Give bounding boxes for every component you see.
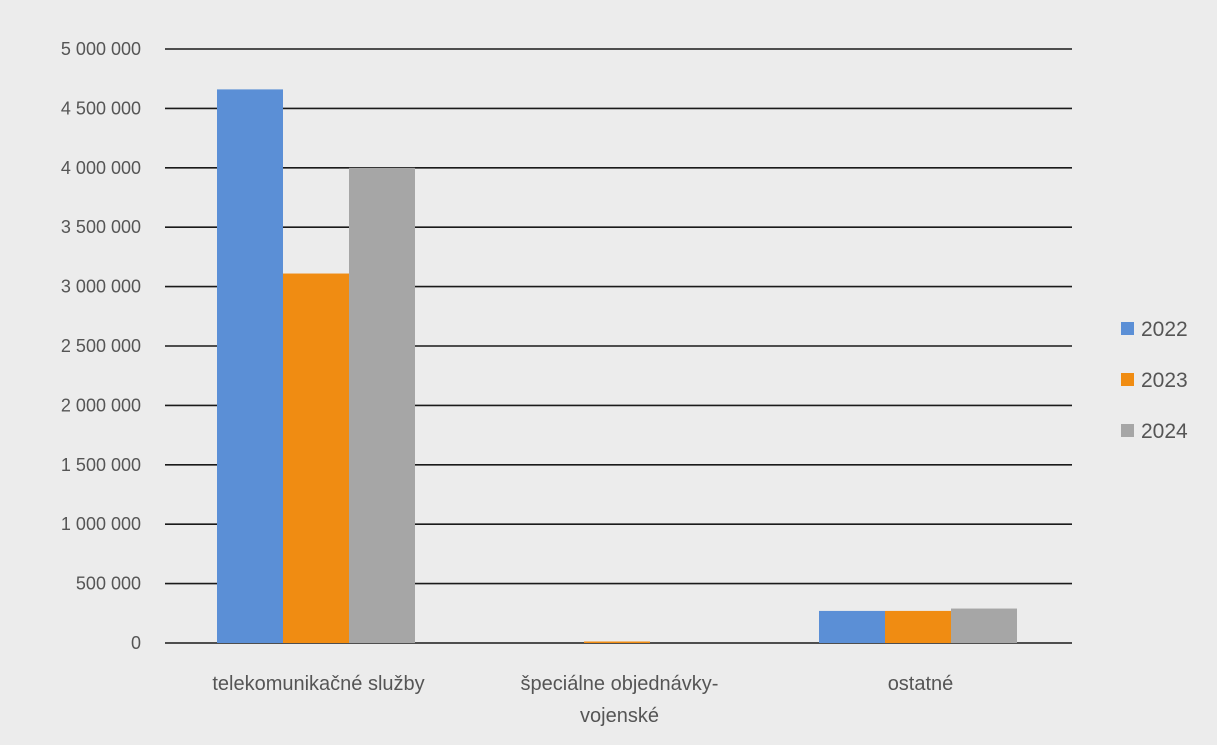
legend: 2022 2023 2024	[1121, 318, 1188, 443]
bar-2023-1	[584, 641, 650, 643]
y-tick-label: 500 000	[76, 574, 141, 594]
bar-2024-2	[951, 608, 1017, 643]
y-tick-label: 4 500 000	[61, 98, 141, 118]
x-category-label: ostatné	[888, 673, 954, 695]
bar-2022-0	[217, 89, 283, 644]
y-tick-label: 1 000 000	[61, 514, 141, 534]
y-tick-label: 5 000 000	[61, 39, 141, 59]
bar-2023-2	[885, 610, 951, 643]
y-tick-label: 2 500 000	[61, 336, 141, 356]
bar-2022-2	[819, 610, 885, 643]
x-category-label: špeciálne objednávky-	[521, 673, 719, 695]
y-tick-label: 0	[131, 633, 141, 653]
y-axis-tick-labels: 0 500 000 1 000 000 1 500 000 2 000 000 2 500…	[61, 39, 141, 653]
legend-swatch-2024	[1121, 424, 1134, 437]
bars	[217, 89, 1017, 644]
legend-swatch-2023	[1121, 373, 1134, 386]
legend-label-2024: 2024	[1141, 420, 1188, 443]
x-category-label: vojenské	[580, 705, 659, 727]
bar-2024-0	[349, 167, 415, 644]
legend-label-2023: 2023	[1141, 369, 1188, 392]
bar-2023-0	[283, 273, 349, 643]
legend-swatch-2022	[1121, 322, 1134, 335]
y-tick-label: 3 000 000	[61, 277, 141, 297]
legend-label-2022: 2022	[1141, 318, 1188, 341]
x-category-label: telekomunikačné služby	[212, 673, 424, 695]
y-tick-label: 2 000 000	[61, 395, 141, 415]
y-tick-label: 3 500 000	[61, 217, 141, 237]
y-tick-label: 4 000 000	[61, 158, 141, 178]
y-tick-label: 1 500 000	[61, 455, 141, 475]
x-axis-category-labels: telekomunikačné služby špeciálne objednáv…	[212, 673, 953, 727]
